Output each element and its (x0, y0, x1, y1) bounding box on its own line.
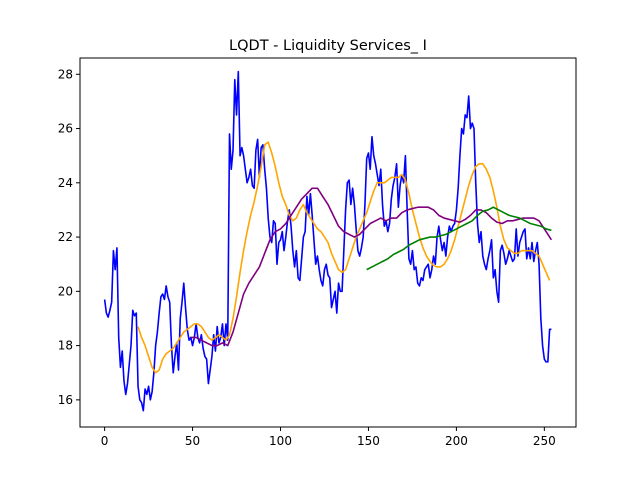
y-axis: 16 18 20 22 24 26 28 (58, 67, 80, 407)
series-line-4 (366, 206, 552, 271)
series-line-2 (137, 141, 551, 374)
y-tick-label: 20 (58, 284, 73, 298)
x-tick-label: 0 (101, 434, 109, 448)
chart-title: LQDT - Liquidity Services_ I (229, 38, 427, 54)
series-line-3 (190, 187, 553, 347)
plot-frame (79, 57, 577, 428)
x-tick-label: 250 (533, 434, 556, 448)
x-axis: 0 50 100 150 200 250 (101, 427, 556, 448)
y-tick-label: 16 (58, 393, 73, 407)
series-layer (103, 70, 553, 412)
y-tick-label: 28 (58, 67, 73, 81)
x-tick-label: 50 (185, 434, 200, 448)
y-tick-label: 22 (58, 230, 73, 244)
y-tick-label: 24 (58, 176, 73, 190)
x-tick-label: 200 (445, 434, 468, 448)
y-tick-label: 26 (58, 122, 73, 136)
y-tick-label: 18 (58, 339, 73, 353)
x-tick-label: 150 (357, 434, 380, 448)
x-tick-label: 100 (269, 434, 292, 448)
